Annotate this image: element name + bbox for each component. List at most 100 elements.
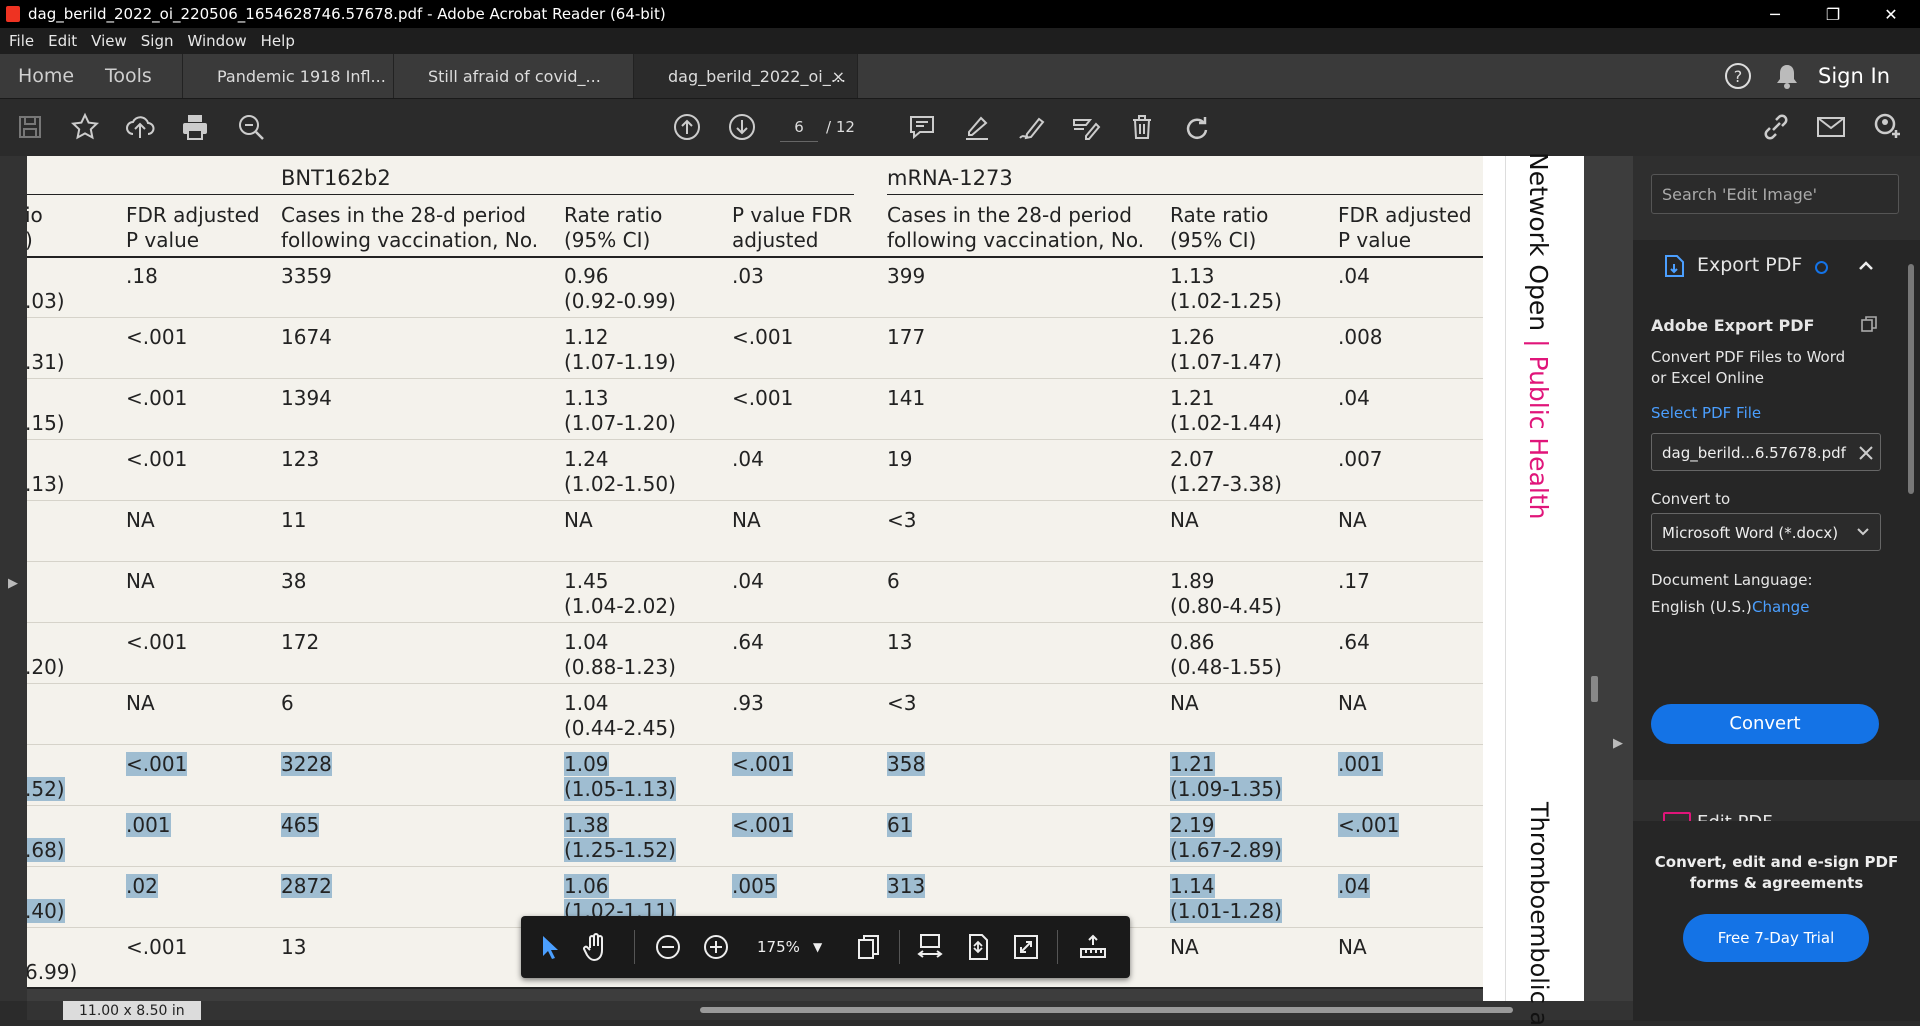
table-cell[interactable]: 123 bbox=[281, 447, 320, 471]
menu-edit[interactable]: Edit bbox=[48, 32, 78, 50]
fit-page-icon[interactable] bbox=[961, 930, 995, 964]
table-cell[interactable]: .001 bbox=[126, 813, 171, 837]
table-cell[interactable]: NA bbox=[126, 508, 155, 532]
table-cell[interactable]: .18 bbox=[126, 264, 158, 288]
page-view-icon[interactable] bbox=[851, 930, 885, 964]
page-size-indicator[interactable]: 11.00 x 8.50 in bbox=[63, 1001, 201, 1020]
table-cell[interactable]: 0.86 bbox=[1170, 630, 1215, 654]
home-tab[interactable]: Home bbox=[18, 65, 75, 87]
table-cell[interactable]: (1.27-3.38) bbox=[1170, 472, 1282, 496]
table-cell[interactable]: 13 bbox=[887, 630, 913, 654]
tab-document-2[interactable]: Still afraid of covid_... bbox=[394, 54, 634, 98]
table-cell[interactable]: (1.67-2.89) bbox=[1170, 838, 1282, 862]
table-cell[interactable]: 177 bbox=[887, 325, 926, 349]
table-cell[interactable]: (0.92-0.99) bbox=[564, 289, 676, 313]
table-cell[interactable]: <.001 bbox=[732, 813, 794, 837]
table-cell[interactable]: 358 bbox=[887, 752, 926, 776]
table-cell[interactable]: NA bbox=[126, 691, 155, 715]
table-cell[interactable]: (1.02-1.50) bbox=[564, 472, 676, 496]
table-cell[interactable]: 1.04 bbox=[564, 691, 609, 715]
table-cell[interactable]: .20) bbox=[27, 655, 65, 679]
zoom-dropdown-icon[interactable]: ▼ bbox=[813, 940, 823, 954]
table-cell[interactable]: (1.07-1.47) bbox=[1170, 350, 1282, 374]
table-cell[interactable]: <.001 bbox=[732, 325, 794, 349]
table-cell[interactable]: 1.24 bbox=[564, 447, 609, 471]
table-cell[interactable]: (0.88-1.23) bbox=[564, 655, 676, 679]
format-select[interactable]: Microsoft Word (*.docx) bbox=[1651, 513, 1881, 551]
table-cell[interactable]: <3 bbox=[887, 508, 917, 532]
table-cell[interactable]: 3228 bbox=[281, 752, 332, 776]
table-cell[interactable]: 1.06 bbox=[564, 874, 609, 898]
horizontal-scrollbar[interactable] bbox=[700, 1007, 1513, 1013]
table-cell[interactable]: .13) bbox=[27, 472, 65, 496]
tools-tab[interactable]: Tools bbox=[105, 65, 152, 87]
comment-icon[interactable] bbox=[904, 109, 940, 145]
table-cell[interactable]: .31) bbox=[27, 350, 65, 374]
table-cell[interactable]: .04 bbox=[732, 447, 764, 471]
table-cell[interactable]: 1.89 bbox=[1170, 569, 1215, 593]
table-cell[interactable]: NA bbox=[564, 508, 593, 532]
table-cell[interactable]: 141 bbox=[887, 386, 926, 410]
table-cell[interactable]: <.001 bbox=[732, 386, 794, 410]
help-icon[interactable]: ? bbox=[1724, 62, 1752, 90]
cloud-upload-icon[interactable] bbox=[122, 109, 158, 145]
table-cell[interactable]: .68) bbox=[27, 838, 65, 862]
chevron-up-icon[interactable] bbox=[1858, 258, 1874, 272]
table-cell[interactable]: (1.07-1.20) bbox=[564, 411, 676, 435]
table-cell[interactable]: .52) bbox=[27, 777, 65, 801]
search-tools-input[interactable]: Search 'Edit Image' bbox=[1651, 174, 1899, 214]
full-screen-icon[interactable] bbox=[1009, 930, 1043, 964]
table-cell[interactable]: 1674 bbox=[281, 325, 332, 349]
table-cell[interactable]: <.001 bbox=[126, 752, 188, 776]
save-icon[interactable] bbox=[12, 109, 48, 145]
collapse-right-panel-icon[interactable]: ▶ bbox=[1613, 736, 1623, 751]
table-cell[interactable]: .001 bbox=[1338, 752, 1383, 776]
table-cell[interactable]: 313 bbox=[887, 874, 926, 898]
table-cell[interactable]: 11 bbox=[281, 508, 307, 532]
convert-button[interactable]: Convert bbox=[1651, 704, 1879, 744]
table-cell[interactable]: 6 bbox=[887, 569, 900, 593]
table-cell[interactable]: (0.48-1.55) bbox=[1170, 655, 1282, 679]
zoom-level[interactable]: 175% bbox=[757, 938, 800, 956]
table-cell[interactable]: 172 bbox=[281, 630, 320, 654]
export-pdf-header[interactable]: Export PDF bbox=[1633, 240, 1920, 292]
menu-sign[interactable]: Sign bbox=[140, 32, 174, 50]
table-cell[interactable]: 1.38 bbox=[564, 813, 609, 837]
table-cell[interactable]: .008 bbox=[1338, 325, 1383, 349]
redo-icon[interactable] bbox=[1178, 109, 1214, 145]
table-cell[interactable]: 2.07 bbox=[1170, 447, 1215, 471]
trash-icon[interactable] bbox=[1124, 109, 1160, 145]
table-cell[interactable]: 0.96 bbox=[564, 264, 609, 288]
close-window-button[interactable]: ✕ bbox=[1884, 4, 1898, 24]
table-cell[interactable]: NA bbox=[732, 508, 761, 532]
table-cell[interactable]: NA bbox=[1338, 691, 1367, 715]
share-link-icon[interactable] bbox=[1758, 109, 1794, 145]
table-cell[interactable]: <.001 bbox=[732, 752, 794, 776]
table-cell[interactable]: .15) bbox=[27, 411, 65, 435]
table-cell[interactable]: .40) bbox=[27, 899, 65, 923]
table-cell[interactable]: .04 bbox=[1338, 874, 1370, 898]
star-icon[interactable] bbox=[67, 109, 103, 145]
table-cell[interactable]: .02 bbox=[126, 874, 158, 898]
table-cell[interactable]: 399 bbox=[887, 264, 926, 288]
table-cell[interactable]: NA bbox=[1170, 935, 1199, 959]
hand-tool-icon[interactable] bbox=[579, 930, 613, 964]
table-cell[interactable]: (1.05-1.13) bbox=[564, 777, 676, 801]
clear-file-icon[interactable] bbox=[1858, 445, 1874, 461]
table-cell[interactable]: <3 bbox=[887, 691, 917, 715]
next-page-icon[interactable] bbox=[724, 109, 760, 145]
menu-view[interactable]: View bbox=[91, 32, 127, 50]
tab-document-1[interactable]: Pandemic 1918 Infl... bbox=[182, 54, 394, 98]
table-cell[interactable]: NA bbox=[1338, 508, 1367, 532]
table-cell[interactable]: 1.12 bbox=[564, 325, 609, 349]
table-cell[interactable]: (1.01-1.28) bbox=[1170, 899, 1282, 923]
panel-scrollbar[interactable] bbox=[1903, 240, 1920, 780]
table-cell[interactable]: 1.13 bbox=[1170, 264, 1215, 288]
restore-button[interactable]: ❐ bbox=[1825, 4, 1841, 24]
table-cell[interactable]: .93 bbox=[732, 691, 764, 715]
sign-in-button[interactable]: Sign In bbox=[1818, 64, 1890, 88]
table-cell[interactable]: .005 bbox=[732, 874, 777, 898]
menu-file[interactable]: File bbox=[9, 32, 35, 50]
table-cell[interactable]: 2872 bbox=[281, 874, 332, 898]
